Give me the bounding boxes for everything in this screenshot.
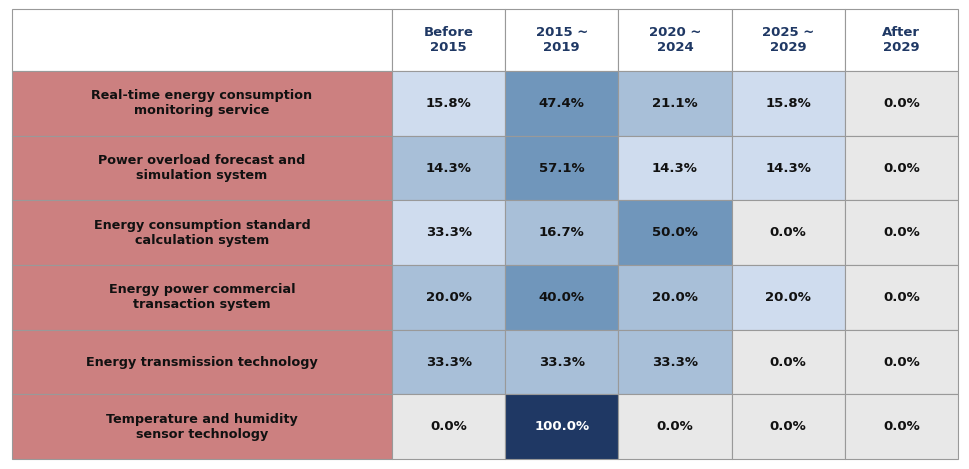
Text: 21.1%: 21.1% <box>651 97 697 110</box>
Text: 16.7%: 16.7% <box>539 226 584 239</box>
Bar <box>844 71 957 136</box>
Text: 0.0%: 0.0% <box>882 97 919 110</box>
Bar <box>12 200 391 265</box>
Bar <box>618 394 731 459</box>
Bar <box>731 394 844 459</box>
Bar <box>391 9 505 71</box>
Bar <box>618 9 731 71</box>
Bar <box>391 330 505 394</box>
Text: 57.1%: 57.1% <box>539 161 584 174</box>
Text: 0.0%: 0.0% <box>430 420 466 433</box>
Text: 50.0%: 50.0% <box>651 226 698 239</box>
Text: 14.3%: 14.3% <box>425 161 471 174</box>
Bar <box>731 265 844 330</box>
Text: 33.3%: 33.3% <box>425 226 471 239</box>
Bar <box>391 71 505 136</box>
Text: After
2029: After 2029 <box>882 26 920 54</box>
Text: 0.0%: 0.0% <box>882 226 919 239</box>
Bar <box>505 136 618 200</box>
Text: 2025 ~
2029: 2025 ~ 2029 <box>762 26 814 54</box>
Text: 20.0%: 20.0% <box>765 291 810 304</box>
Text: 0.0%: 0.0% <box>656 420 693 433</box>
Text: Energy consumption standard
calculation system: Energy consumption standard calculation … <box>94 219 310 247</box>
Bar <box>618 330 731 394</box>
Bar <box>844 200 957 265</box>
Text: 0.0%: 0.0% <box>769 226 806 239</box>
Bar <box>12 9 391 71</box>
Text: 0.0%: 0.0% <box>882 356 919 369</box>
Bar <box>844 330 957 394</box>
Text: 47.4%: 47.4% <box>539 97 584 110</box>
Bar <box>391 136 505 200</box>
Text: 15.8%: 15.8% <box>765 97 810 110</box>
Bar <box>391 265 505 330</box>
Bar <box>731 136 844 200</box>
Text: 0.0%: 0.0% <box>769 420 806 433</box>
Bar <box>391 200 505 265</box>
Text: 0.0%: 0.0% <box>882 291 919 304</box>
Text: Energy power commercial
transaction system: Energy power commercial transaction syst… <box>109 283 295 311</box>
Text: Real-time energy consumption
monitoring service: Real-time energy consumption monitoring … <box>91 89 312 117</box>
Bar <box>618 136 731 200</box>
Bar <box>731 200 844 265</box>
Text: 14.3%: 14.3% <box>651 161 698 174</box>
Text: 40.0%: 40.0% <box>538 291 584 304</box>
Bar <box>12 330 391 394</box>
Bar <box>844 265 957 330</box>
Bar <box>844 394 957 459</box>
Text: 20.0%: 20.0% <box>651 291 698 304</box>
Bar <box>505 200 618 265</box>
Text: 15.8%: 15.8% <box>425 97 471 110</box>
Text: Temperature and humidity
sensor technology: Temperature and humidity sensor technolo… <box>106 413 297 441</box>
Text: Power overload forecast and
simulation system: Power overload forecast and simulation s… <box>98 154 305 182</box>
Bar <box>12 71 391 136</box>
Text: Energy transmission technology: Energy transmission technology <box>86 356 318 369</box>
Bar <box>12 394 391 459</box>
Bar <box>505 9 618 71</box>
Bar <box>12 265 391 330</box>
Bar <box>618 71 731 136</box>
Bar <box>731 330 844 394</box>
Bar <box>731 9 844 71</box>
Text: 100.0%: 100.0% <box>534 420 589 433</box>
Text: 0.0%: 0.0% <box>882 420 919 433</box>
Text: 0.0%: 0.0% <box>882 161 919 174</box>
Text: 33.3%: 33.3% <box>651 356 698 369</box>
Text: 33.3%: 33.3% <box>425 356 471 369</box>
Text: 2015 ~
2019: 2015 ~ 2019 <box>535 26 587 54</box>
Bar <box>618 200 731 265</box>
Bar <box>618 265 731 330</box>
Bar <box>505 71 618 136</box>
Text: 20.0%: 20.0% <box>425 291 471 304</box>
Bar <box>505 265 618 330</box>
Bar <box>731 71 844 136</box>
Text: 2020 ~
2024: 2020 ~ 2024 <box>648 26 701 54</box>
Bar <box>12 136 391 200</box>
Bar <box>505 330 618 394</box>
Text: Before
2015: Before 2015 <box>423 26 473 54</box>
Bar <box>844 9 957 71</box>
Text: 0.0%: 0.0% <box>769 356 806 369</box>
Bar <box>505 394 618 459</box>
Text: 33.3%: 33.3% <box>538 356 584 369</box>
Bar <box>844 136 957 200</box>
Bar <box>391 394 505 459</box>
Text: 14.3%: 14.3% <box>765 161 810 174</box>
